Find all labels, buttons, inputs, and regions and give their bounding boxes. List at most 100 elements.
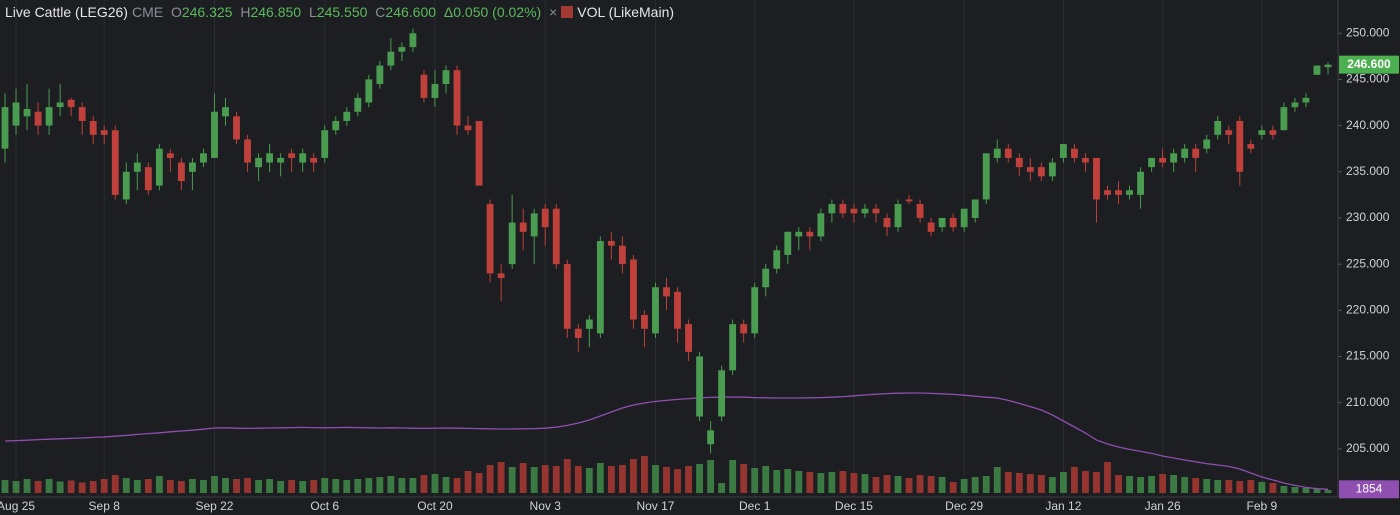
- volume-bar: [663, 467, 670, 493]
- candle-body: [630, 259, 637, 320]
- candle-body: [1302, 97, 1310, 103]
- volume-bar: [177, 481, 185, 493]
- candle-body: [696, 356, 703, 417]
- volume-bar: [111, 475, 119, 493]
- volume-bar: [1048, 477, 1056, 493]
- candle-body: [122, 171, 130, 200]
- volume-bar: [1159, 474, 1167, 493]
- volume-bar: [630, 459, 637, 493]
- volume-bar: [1037, 475, 1045, 493]
- x-tick-label: Dec 1: [739, 499, 771, 513]
- study-name[interactable]: VOL (LikeMain): [577, 4, 675, 20]
- candle-body: [486, 204, 494, 274]
- candle-body: [310, 157, 318, 163]
- volume-bar: [1247, 480, 1255, 493]
- candle-body: [1313, 65, 1321, 75]
- candle-body: [56, 102, 64, 108]
- volume-bar: [1104, 462, 1111, 493]
- candle-body: [45, 107, 53, 126]
- volume-bar: [839, 471, 847, 493]
- candle-body: [1170, 153, 1178, 163]
- candle-body: [1, 107, 9, 149]
- x-tick-label: Jan 12: [1045, 499, 1081, 513]
- volume-bar: [850, 473, 858, 493]
- x-tick-label: Dec 29: [945, 499, 983, 513]
- volume-bar: [751, 468, 759, 493]
- volume-bar: [155, 476, 163, 493]
- candle-body: [144, 167, 152, 191]
- candle-body: [1192, 148, 1200, 158]
- candle-body: [1004, 148, 1012, 158]
- volume-bar: [1203, 479, 1211, 493]
- candle-body: [464, 125, 472, 131]
- last-price-label: 246.600: [1347, 57, 1391, 71]
- candle-body: [1104, 190, 1111, 195]
- volume-bar: [1313, 489, 1321, 493]
- volume-bar: [1302, 488, 1310, 493]
- volume-bar: [189, 479, 196, 493]
- candle-body: [652, 287, 659, 334]
- candle-body: [740, 324, 748, 334]
- candle-body: [927, 222, 935, 232]
- candle-body: [1214, 120, 1222, 135]
- candle-body: [475, 120, 483, 186]
- candle-body: [828, 204, 836, 214]
- volume-bar: [674, 469, 681, 493]
- y-tick-label: 210.000: [1346, 395, 1390, 409]
- candle-body: [211, 111, 218, 158]
- close-icon[interactable]: ×: [549, 4, 558, 20]
- candle-body: [883, 217, 891, 228]
- candle-body: [839, 204, 847, 214]
- x-tick-label: Sep 8: [89, 499, 121, 513]
- volume-bar: [89, 481, 97, 493]
- volume-bar: [574, 466, 582, 493]
- candle-body: [1291, 102, 1299, 108]
- low-value: 245.550: [316, 4, 368, 20]
- volume-bar: [387, 476, 395, 493]
- candle-body: [1037, 167, 1045, 177]
- x-tick-label: Oct 20: [417, 499, 453, 513]
- candle-body: [255, 157, 262, 168]
- candle-body: [641, 314, 648, 329]
- volume-bar: [431, 474, 439, 493]
- volume-bar: [618, 465, 626, 493]
- volume-bar: [552, 466, 560, 493]
- volume-bar: [916, 475, 924, 493]
- high-value: 246.850: [250, 4, 302, 20]
- candle-body: [1269, 130, 1277, 135]
- candle-body: [1203, 139, 1211, 149]
- candle-body: [916, 204, 924, 218]
- y-tick-label: 220.000: [1346, 302, 1390, 316]
- candle-body: [1059, 144, 1067, 158]
- candle-body: [332, 120, 340, 131]
- volume-bar: [1324, 490, 1332, 493]
- candle-body: [729, 324, 737, 371]
- candle-body: [1280, 107, 1288, 131]
- y-tick-label: 235.000: [1346, 164, 1390, 178]
- volume-bar: [211, 476, 218, 493]
- volume-bar: [222, 478, 229, 493]
- candle-body: [850, 208, 858, 214]
- volume-bar: [497, 462, 505, 493]
- candle-body: [685, 324, 692, 352]
- study-swatch: [561, 6, 574, 18]
- candle-body: [905, 199, 913, 202]
- volume-bar: [740, 464, 748, 493]
- change: Δ0.050 (0.02%): [443, 4, 542, 20]
- volume-bar: [376, 477, 384, 493]
- candle-body: [1071, 148, 1078, 158]
- volume-bar: [1291, 487, 1299, 493]
- volume-bar: [1236, 481, 1244, 493]
- candle-body: [563, 264, 571, 329]
- candle-body: [530, 213, 538, 237]
- candle-body: [1225, 130, 1233, 135]
- volume-bar: [641, 456, 648, 493]
- volume-bar: [1004, 472, 1012, 493]
- candle-body: [1082, 157, 1089, 163]
- candle-body: [1093, 157, 1100, 200]
- candle-body: [960, 208, 968, 228]
- volume-bar: [56, 481, 64, 493]
- high-key: H: [240, 4, 251, 20]
